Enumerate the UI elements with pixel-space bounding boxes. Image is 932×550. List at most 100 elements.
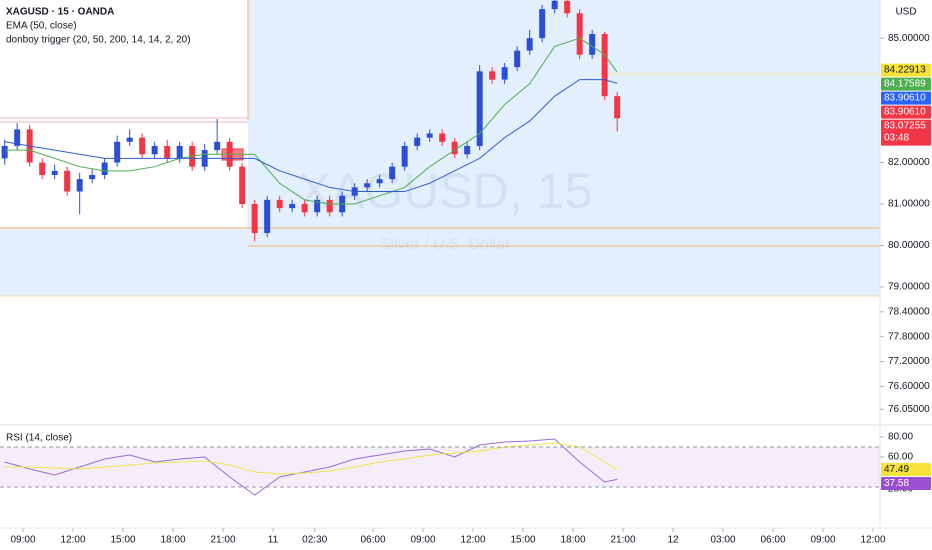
candle-body bbox=[389, 166, 396, 180]
candle-body bbox=[301, 204, 308, 213]
x-tick-label: 03:00 bbox=[710, 535, 735, 546]
candle-body bbox=[64, 170, 71, 192]
candle-body bbox=[501, 67, 508, 80]
x-tick-label: 18:00 bbox=[160, 535, 185, 546]
candle-body bbox=[1, 145, 8, 159]
candle bbox=[576, 9, 583, 59]
y-tick-label: 81.00000 bbox=[888, 199, 930, 210]
y-tick-label: 76.05000 bbox=[888, 404, 930, 415]
y-tick-label: 60.00 bbox=[888, 452, 913, 463]
price-badge-label: 83.90610 bbox=[884, 93, 926, 104]
candle bbox=[139, 133, 146, 159]
candle-body bbox=[451, 141, 458, 155]
price-badge bbox=[881, 119, 931, 146]
candle-body bbox=[439, 133, 446, 142]
candle-body bbox=[426, 133, 433, 138]
candle-body bbox=[376, 179, 383, 184]
candle-body bbox=[539, 9, 546, 39]
candle-body bbox=[101, 162, 108, 175]
candle-body bbox=[514, 50, 521, 68]
price-badge bbox=[881, 105, 931, 119]
zones bbox=[0, 0, 880, 297]
x-tick-label: 12 bbox=[667, 535, 679, 546]
candle bbox=[301, 199, 308, 217]
candle-body bbox=[601, 34, 608, 97]
candle bbox=[426, 129, 433, 142]
candle-body bbox=[164, 145, 171, 159]
candle-body bbox=[489, 71, 496, 80]
x-tick-label: 12:00 bbox=[460, 535, 485, 546]
candle bbox=[251, 199, 258, 242]
candle-body bbox=[464, 145, 471, 155]
candle bbox=[101, 158, 108, 180]
candle-body bbox=[264, 199, 271, 234]
rsi-title: RSI (14, close) bbox=[6, 433, 72, 444]
candle bbox=[239, 162, 246, 209]
x-tick-label: 06:00 bbox=[360, 535, 385, 546]
y-tick-label: 78.40000 bbox=[888, 306, 930, 317]
candle-body bbox=[414, 137, 421, 146]
y-tick-label: 76.60000 bbox=[888, 381, 930, 392]
price-badge bbox=[881, 463, 931, 477]
candle bbox=[51, 164, 58, 180]
watermark: XAGUSD, 15 bbox=[298, 163, 593, 219]
candle bbox=[526, 29, 533, 55]
candle bbox=[601, 31, 608, 101]
x-tick-label: 09:00 bbox=[810, 535, 835, 546]
candle-body bbox=[401, 145, 408, 167]
candle bbox=[614, 92, 621, 132]
candle bbox=[64, 166, 71, 196]
ema-line bbox=[4, 37, 618, 205]
candle bbox=[476, 65, 483, 151]
candle-body bbox=[314, 199, 321, 213]
candle-body bbox=[251, 204, 258, 234]
candle-body bbox=[214, 141, 221, 151]
price-badge-label: 83.07255 bbox=[884, 121, 926, 132]
candle bbox=[489, 67, 496, 84]
candle-body bbox=[589, 34, 596, 55]
x-tick-label: 06:00 bbox=[760, 535, 785, 546]
x-tick-label: 21:00 bbox=[610, 535, 635, 546]
candle bbox=[326, 195, 333, 217]
candle bbox=[276, 195, 283, 213]
candle-body bbox=[289, 204, 296, 209]
candle bbox=[39, 158, 46, 180]
x-tick-label: 18:00 bbox=[560, 535, 585, 546]
candle-body bbox=[126, 137, 133, 142]
candle bbox=[289, 199, 296, 213]
x-tick-label: 15:00 bbox=[110, 535, 135, 546]
candle-body bbox=[139, 137, 146, 155]
currency: USD bbox=[895, 7, 916, 18]
candle bbox=[214, 119, 221, 155]
watermark-subtitle: Silver / U.S. Dollar bbox=[380, 236, 511, 253]
candle-body bbox=[14, 129, 21, 146]
candle-body bbox=[39, 162, 46, 175]
rsi-band bbox=[0, 447, 880, 487]
candle bbox=[539, 4, 546, 43]
countdown-label: 03:48 bbox=[884, 133, 909, 144]
candle bbox=[501, 63, 508, 84]
candle-body bbox=[576, 13, 583, 55]
candle-body bbox=[476, 71, 483, 146]
candle-body bbox=[526, 38, 533, 51]
y-tick-label: 79.00000 bbox=[888, 282, 930, 293]
x-tick-label: 21:00 bbox=[210, 535, 235, 546]
y-tick-label: 82.00000 bbox=[888, 157, 930, 168]
candle bbox=[439, 129, 446, 146]
candle-body bbox=[239, 166, 246, 204]
candle bbox=[201, 143, 208, 171]
candle-body bbox=[564, 0, 571, 14]
zone-fill bbox=[248, 0, 880, 296]
candle bbox=[314, 195, 321, 217]
rsi-line bbox=[4, 438, 618, 496]
candle-body bbox=[114, 141, 121, 163]
x-tick-label: 02:30 bbox=[302, 535, 327, 546]
x-tick-label: 09:00 bbox=[10, 535, 35, 546]
candle-body bbox=[89, 174, 96, 180]
ema-line bbox=[4, 79, 618, 193]
price-badge-label: 84.17589 bbox=[884, 79, 926, 90]
x-tick-label: 15:00 bbox=[510, 535, 535, 546]
candle-body bbox=[76, 179, 83, 192]
candle bbox=[364, 179, 371, 192]
candle bbox=[514, 46, 521, 72]
